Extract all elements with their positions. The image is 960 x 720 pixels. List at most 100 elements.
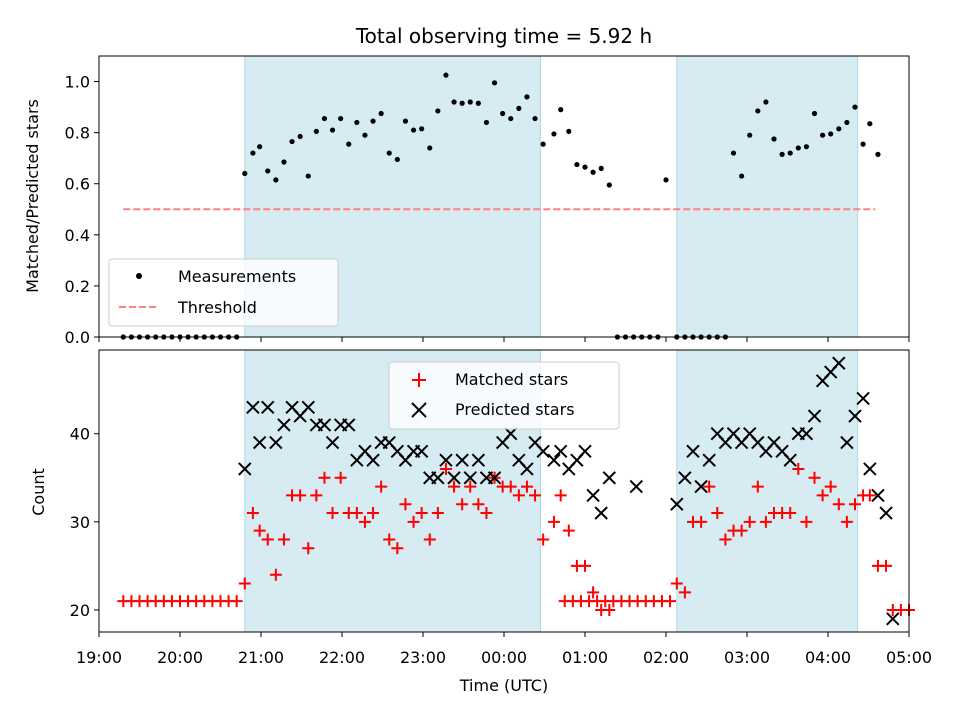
data-point: [844, 119, 850, 126]
matched-point: [703, 480, 716, 493]
data-point: [370, 118, 376, 124]
data-point: [394, 156, 400, 163]
legend-box-bottom: [388, 361, 620, 430]
matched-point: [840, 515, 853, 528]
data-point: [803, 144, 810, 150]
predicted-point: [246, 400, 260, 414]
data-point: [378, 110, 384, 117]
legend-measurements-marker: [136, 273, 142, 279]
data-point: [250, 150, 256, 156]
x-tick-label: 05:00: [886, 648, 932, 667]
predicted-point: [840, 435, 854, 450]
x-tick-label: 00:00: [481, 648, 527, 667]
matched-point: [800, 515, 813, 528]
data-point: [582, 164, 588, 170]
matched-point: [310, 489, 323, 502]
data-point: [558, 107, 564, 113]
y-axis-label-top: Matched/Predicted stars: [23, 99, 42, 293]
x-tick-label: 22:00: [319, 648, 365, 667]
predicted-point: [686, 444, 700, 459]
matched-point: [784, 507, 797, 520]
matched-point: [302, 542, 315, 555]
predicted-point: [431, 471, 445, 485]
predicted-point: [578, 444, 592, 459]
matched-point: [743, 515, 756, 528]
matched-points: [117, 462, 915, 616]
predicted-point: [463, 471, 477, 485]
predicted-point: [520, 462, 534, 476]
matched-point: [719, 533, 732, 546]
data-point: [875, 151, 881, 157]
matched-point: [759, 515, 772, 528]
matched-point: [664, 595, 677, 608]
predicted-point: [325, 435, 340, 450]
matched-point: [399, 498, 412, 511]
matched-point: [383, 533, 396, 546]
x-axis-label: Time (UTC): [459, 676, 548, 695]
matched-point: [554, 489, 567, 502]
data-point: [354, 119, 360, 126]
predicted-point: [342, 418, 356, 432]
data-point: [242, 170, 248, 177]
matched-point: [326, 507, 339, 520]
highlight-span: [676, 55, 859, 338]
data-point: [787, 150, 793, 156]
data-point: [508, 115, 514, 122]
predicted-point: [301, 400, 315, 414]
predicted-point: [594, 506, 608, 520]
matched-point: [464, 480, 477, 493]
data-point: [551, 131, 557, 137]
predicted-point: [848, 409, 862, 423]
predicted-point: [238, 462, 252, 476]
predicted-point: [547, 453, 561, 467]
matched-point: [367, 507, 380, 520]
predicted-point: [487, 471, 502, 485]
data-point: [459, 100, 465, 106]
data-point: [346, 141, 352, 147]
matched-point: [294, 489, 307, 502]
matched-point: [587, 586, 600, 599]
matched-point: [253, 524, 266, 537]
data-point: [516, 105, 522, 111]
data-point: [755, 108, 761, 114]
predicted-point: [678, 471, 692, 485]
y-tick-label: 40: [70, 425, 90, 444]
predicted-point: [886, 612, 900, 626]
predicted-point: [694, 479, 708, 494]
data-point: [606, 182, 612, 188]
data-point: [747, 132, 753, 138]
matched-point: [529, 489, 542, 502]
matched-point: [735, 524, 748, 537]
data-point: [467, 99, 473, 105]
data-point: [402, 118, 409, 124]
matched-point: [358, 515, 371, 528]
matched-point: [261, 533, 274, 546]
matched-point: [238, 577, 251, 590]
y-tick-label: 20: [70, 601, 90, 620]
predicted-point: [799, 427, 814, 441]
data-point: [771, 136, 777, 142]
data-point: [427, 145, 433, 151]
y-tick-label: 0.8: [65, 124, 90, 143]
legend-predicted-marker: [411, 402, 427, 418]
x-tick-label: 01:00: [562, 648, 608, 667]
predicted-point: [439, 453, 453, 467]
matched-point: [318, 471, 331, 484]
chart-title: Total observing time = 5.92 h: [355, 24, 652, 48]
data-point: [739, 173, 745, 179]
matched-point: [391, 542, 404, 555]
matched-point: [695, 515, 708, 528]
matched-point: [407, 515, 420, 528]
data-point: [475, 100, 481, 106]
predicted-point: [269, 435, 283, 450]
matched-point: [547, 515, 560, 528]
matched-point: [350, 507, 363, 520]
data-point: [811, 110, 818, 117]
legend-box-top: [108, 258, 339, 327]
x-ticks-bottom: 19:00 20:00 21:00 22:00 23:00 00:00 01:00 02:00…: [76, 632, 932, 667]
predicted-point: [455, 453, 469, 467]
matched-point: [670, 577, 683, 590]
highlight-span: [676, 349, 859, 633]
data-point: [566, 128, 572, 134]
